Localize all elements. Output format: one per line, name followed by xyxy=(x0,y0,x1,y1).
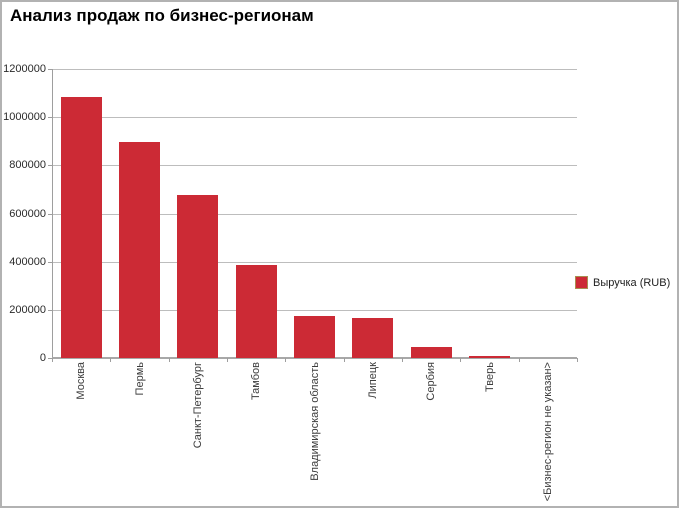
x-axis-tick xyxy=(227,358,228,362)
x-axis-tick xyxy=(402,358,403,362)
y-axis-line xyxy=(52,69,53,359)
bar-3[interactable] xyxy=(177,195,218,358)
x-axis-tick xyxy=(519,358,520,362)
gridline xyxy=(52,262,577,263)
legend: Выручка (RUB) xyxy=(575,276,670,289)
gridline xyxy=(52,69,577,70)
x-axis-tick xyxy=(169,358,170,362)
x-axis-label: Москва xyxy=(75,362,87,400)
y-axis-tick xyxy=(48,165,52,166)
x-axis-label: Сербия xyxy=(425,362,437,401)
x-axis-tick xyxy=(110,358,111,362)
x-axis-label: <Бизнес-регион не указан> xyxy=(542,362,554,502)
x-axis-tick xyxy=(52,358,53,362)
bar-7[interactable] xyxy=(411,347,452,358)
y-axis-tick xyxy=(48,117,52,118)
x-axis-tick xyxy=(460,358,461,362)
gridline xyxy=(52,165,577,166)
x-axis-tick xyxy=(577,358,578,362)
bar-5[interactable] xyxy=(294,316,335,358)
gridline xyxy=(52,117,577,118)
bar-8[interactable] xyxy=(469,356,510,358)
y-axis-tick xyxy=(48,262,52,263)
gridline xyxy=(52,214,577,215)
x-axis-tick xyxy=(285,358,286,362)
x-axis-tick xyxy=(344,358,345,362)
gridline xyxy=(52,310,577,311)
chart-title: Анализ продаж по бизнес-регионам xyxy=(10,6,314,25)
x-axis-label: Липецк xyxy=(367,362,379,399)
y-axis-tick xyxy=(48,69,52,70)
y-axis-label: 1000000 xyxy=(3,111,46,123)
x-axis-label: Пермь xyxy=(134,362,146,396)
bar-2[interactable] xyxy=(119,142,160,358)
y-axis-tick xyxy=(48,214,52,215)
y-axis-tick xyxy=(48,310,52,311)
bar-4[interactable] xyxy=(236,265,277,358)
legend-color-swatch xyxy=(575,276,588,289)
x-axis-label: Тамбов xyxy=(250,362,262,401)
x-axis-line xyxy=(52,357,577,359)
legend-label: Выручка (RUB) xyxy=(593,276,671,289)
y-axis-label: 200000 xyxy=(9,304,46,316)
bar-1[interactable] xyxy=(61,97,102,358)
y-axis-label: 800000 xyxy=(9,159,46,171)
x-axis-label: Владимирская область xyxy=(309,362,321,481)
y-axis-label: 400000 xyxy=(9,256,46,268)
y-axis-tick xyxy=(48,358,52,359)
x-axis-label: Тверь xyxy=(484,362,496,392)
y-axis-label: 0 xyxy=(39,352,46,364)
x-axis-label: Санкт-Петербург xyxy=(192,362,204,449)
bar-6[interactable] xyxy=(352,318,393,358)
y-axis-label: 1200000 xyxy=(3,63,46,75)
y-axis-label: 600000 xyxy=(9,208,46,220)
